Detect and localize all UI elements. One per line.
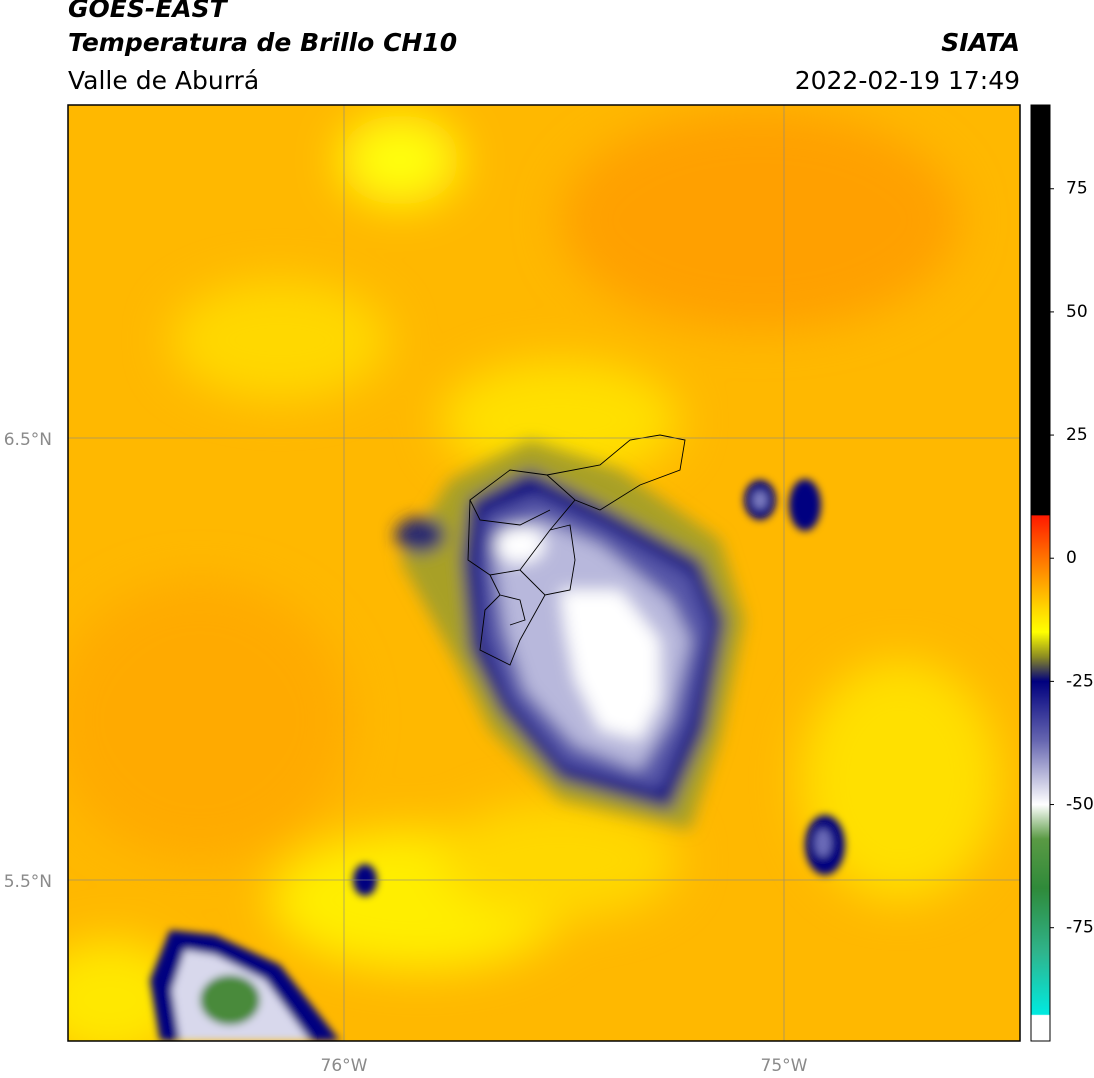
colorbar-tick-label: 75 [1066, 179, 1088, 199]
lon-label: 75°W [761, 1056, 808, 1076]
region: Valle de Aburrá [68, 66, 260, 95]
colorbar-tick-label: 25 [1066, 425, 1088, 445]
municipality-borders [467, 434, 686, 666]
colorbar-tick-label: -25 [1066, 671, 1094, 691]
colorbar-tick-label: -75 [1066, 918, 1094, 938]
graticule [68, 105, 1020, 1041]
subtitle: Temperatura de Brillo CH10 [68, 28, 458, 57]
lon-label: 76°W [321, 1056, 368, 1076]
colorbar-tick-label: 50 [1066, 302, 1088, 322]
satellite-image [68, 105, 1020, 1041]
source: SIATA [941, 28, 1020, 57]
lat-label: 5.5°N [4, 872, 52, 892]
title: GOES-EAST [68, 0, 227, 23]
lat-label: 6.5°N [4, 430, 52, 450]
colorbar [1030, 104, 1051, 1042]
map-frame [67, 104, 1021, 1042]
colorbar-tick-label: 0 [1066, 548, 1077, 568]
datetime: 2022-02-19 17:49 [794, 66, 1020, 95]
colorbar-tick-label: -50 [1066, 795, 1094, 815]
